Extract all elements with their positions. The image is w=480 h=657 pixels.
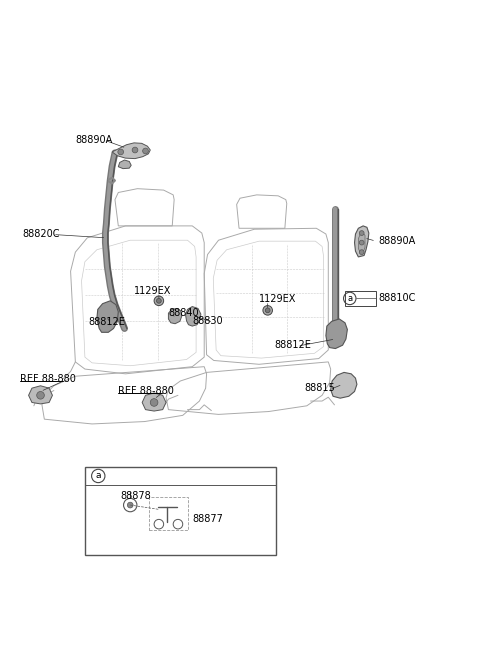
Text: 88840: 88840 [168, 307, 199, 318]
Text: 88812E: 88812E [275, 340, 311, 350]
FancyBboxPatch shape [85, 467, 276, 555]
Text: 1129EX: 1129EX [259, 294, 297, 304]
Text: 88815: 88815 [304, 383, 335, 393]
Text: 88877: 88877 [192, 514, 223, 524]
Text: 88812E: 88812E [88, 317, 125, 327]
Circle shape [150, 399, 158, 406]
Polygon shape [331, 373, 357, 398]
Circle shape [132, 147, 138, 153]
Text: a: a [347, 294, 352, 303]
Text: 88820C: 88820C [23, 229, 60, 240]
Polygon shape [97, 301, 118, 332]
Circle shape [156, 298, 161, 304]
Circle shape [360, 250, 364, 254]
Circle shape [360, 240, 364, 245]
Circle shape [118, 149, 123, 155]
Text: REF 88-880: REF 88-880 [118, 386, 174, 396]
Circle shape [360, 231, 364, 235]
Polygon shape [142, 393, 166, 411]
Polygon shape [359, 233, 365, 253]
FancyBboxPatch shape [345, 291, 376, 306]
Text: 88890A: 88890A [75, 135, 113, 145]
Text: 88890A: 88890A [378, 236, 416, 246]
Polygon shape [326, 319, 348, 349]
Circle shape [265, 308, 270, 313]
Text: 88878: 88878 [120, 491, 152, 501]
Circle shape [143, 148, 148, 154]
Polygon shape [112, 143, 150, 158]
Circle shape [127, 502, 133, 508]
Text: REF 88-880: REF 88-880 [20, 374, 75, 384]
Circle shape [36, 392, 44, 399]
Polygon shape [186, 307, 201, 326]
Text: a: a [96, 472, 101, 480]
Polygon shape [29, 386, 52, 404]
Polygon shape [118, 160, 131, 169]
Polygon shape [355, 226, 369, 257]
Text: 88830: 88830 [192, 316, 223, 326]
Text: 1129EX: 1129EX [133, 286, 171, 296]
Text: 88810C: 88810C [378, 294, 416, 304]
Polygon shape [168, 308, 182, 324]
Circle shape [263, 306, 273, 315]
Circle shape [154, 296, 164, 306]
